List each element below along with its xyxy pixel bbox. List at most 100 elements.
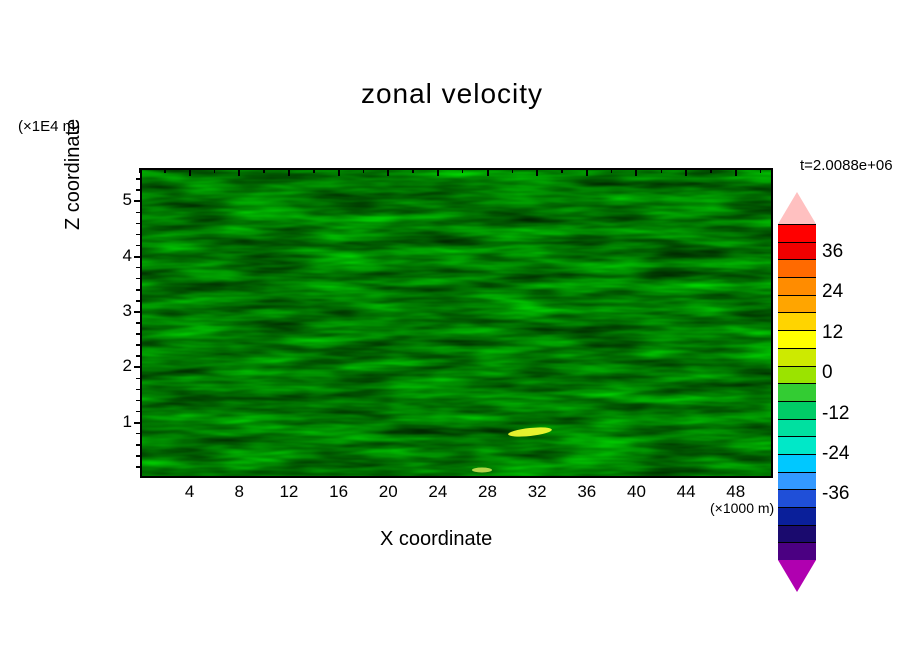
- y-minor-tick: [136, 378, 141, 380]
- y-tick-label-4: 4: [108, 246, 132, 266]
- y-minor-tick: [136, 344, 141, 346]
- y-minor-tick: [136, 189, 141, 191]
- y-minor-tick: [136, 267, 141, 269]
- y-minor-tick: [136, 278, 141, 280]
- y-minor-tick: [136, 300, 141, 302]
- colorbar-label--12: -12: [822, 403, 849, 425]
- y-minor-tick: [136, 212, 141, 214]
- colorbar-band-13: [778, 454, 816, 472]
- y-minor-tick: [136, 400, 141, 402]
- y-minor-tick: [136, 455, 141, 457]
- x-tick-mark-20: [387, 168, 389, 176]
- colorbar-band-6: [778, 330, 816, 348]
- x-minor-tick: [214, 168, 216, 173]
- y-tick-label-5: 5: [108, 190, 132, 210]
- x-tick-mark-28: [487, 168, 489, 176]
- y-minor-tick: [136, 245, 141, 247]
- x-tick-label-8: 8: [224, 482, 254, 502]
- y-minor-tick: [136, 466, 141, 468]
- colorbar-label-12: 12: [822, 322, 843, 344]
- colorbar-band-7: [778, 348, 816, 366]
- colorbar-band-2: [778, 259, 816, 277]
- y-tick-mark-1: [134, 422, 142, 424]
- colorbar-band-11: [778, 419, 816, 437]
- x-minor-tick: [661, 168, 663, 173]
- time-label: t=2.0088e+06: [800, 157, 893, 174]
- colorbar-band-15: [778, 489, 816, 507]
- colorbar-band-14: [778, 472, 816, 490]
- x-minor-tick: [363, 168, 365, 173]
- x-minor-tick: [512, 168, 514, 173]
- y-minor-tick: [136, 444, 141, 446]
- x-tick-mark-36: [586, 168, 588, 176]
- colorbar-band-1: [778, 242, 816, 260]
- x-tick-label-36: 36: [572, 482, 602, 502]
- x-tick-label-4: 4: [175, 482, 205, 502]
- y-minor-tick: [136, 322, 141, 324]
- colorbar-arrow-bottom: [778, 560, 816, 592]
- y-minor-tick: [136, 433, 141, 435]
- x-minor-tick: [760, 168, 762, 173]
- y-tick-mark-5: [134, 200, 142, 202]
- x-minor-tick: [313, 168, 315, 173]
- colorbar-arrow-top: [778, 192, 816, 224]
- y-minor-tick: [136, 411, 141, 413]
- colorbar-band-0: [778, 224, 816, 242]
- x-tick-mark-32: [536, 168, 538, 176]
- colorbar-label-0: 0: [822, 362, 833, 384]
- x-tick-label-24: 24: [423, 482, 453, 502]
- x-minor-tick: [611, 168, 613, 173]
- x-minor-tick: [561, 168, 563, 173]
- colorbar-band-18: [778, 542, 816, 560]
- y-minor-tick: [136, 355, 141, 357]
- colorbar-band-8: [778, 366, 816, 384]
- x-minor-tick: [139, 168, 141, 173]
- x-tick-label-28: 28: [473, 482, 503, 502]
- y-axis-label: Z coordinate: [62, 119, 85, 230]
- colorbar-band-5: [778, 312, 816, 330]
- y-tick-label-3: 3: [108, 301, 132, 321]
- x-tick-mark-24: [437, 168, 439, 176]
- y-minor-tick: [136, 333, 141, 335]
- colorbar-label--24: -24: [822, 443, 849, 465]
- x-minor-tick: [462, 168, 464, 173]
- colorbar-band-16: [778, 507, 816, 525]
- colorbar-band-9: [778, 383, 816, 401]
- x-tick-label-44: 44: [671, 482, 701, 502]
- y-minor-tick: [136, 178, 141, 180]
- x-tick-label-20: 20: [373, 482, 403, 502]
- heatmap-plot-area[interactable]: [140, 168, 773, 478]
- y-tick-mark-4: [134, 256, 142, 258]
- y-minor-tick: [136, 234, 141, 236]
- x-axis-unit-label: (×1000 m): [710, 500, 774, 516]
- x-tick-label-12: 12: [274, 482, 304, 502]
- x-tick-mark-4: [189, 168, 191, 176]
- y-tick-label-1: 1: [108, 412, 132, 432]
- x-tick-mark-44: [685, 168, 687, 176]
- x-minor-tick: [164, 168, 166, 173]
- colorbar-band-12: [778, 436, 816, 454]
- colorbar-band-17: [778, 525, 816, 543]
- y-tick-label-2: 2: [108, 356, 132, 376]
- x-tick-label-32: 32: [522, 482, 552, 502]
- x-tick-label-16: 16: [324, 482, 354, 502]
- colorbar-band-4: [778, 295, 816, 313]
- y-tick-mark-2: [134, 366, 142, 368]
- y-minor-tick: [136, 289, 141, 291]
- x-tick-mark-8: [238, 168, 240, 176]
- x-tick-mark-16: [338, 168, 340, 176]
- colorbar-label-24: 24: [822, 281, 843, 303]
- colorbar-band-3: [778, 277, 816, 295]
- y-minor-tick: [136, 223, 141, 225]
- colorbar-band-10: [778, 401, 816, 419]
- y-tick-mark-3: [134, 311, 142, 313]
- chart-title: zonal velocity: [0, 78, 904, 110]
- x-minor-tick: [710, 168, 712, 173]
- y-minor-tick: [136, 389, 141, 391]
- x-tick-mark-40: [635, 168, 637, 176]
- colorbar-label-36: 36: [822, 241, 843, 263]
- colorbar[interactable]: [778, 192, 816, 592]
- x-tick-mark-12: [288, 168, 290, 176]
- x-minor-tick: [263, 168, 265, 173]
- x-tick-label-48: 48: [721, 482, 751, 502]
